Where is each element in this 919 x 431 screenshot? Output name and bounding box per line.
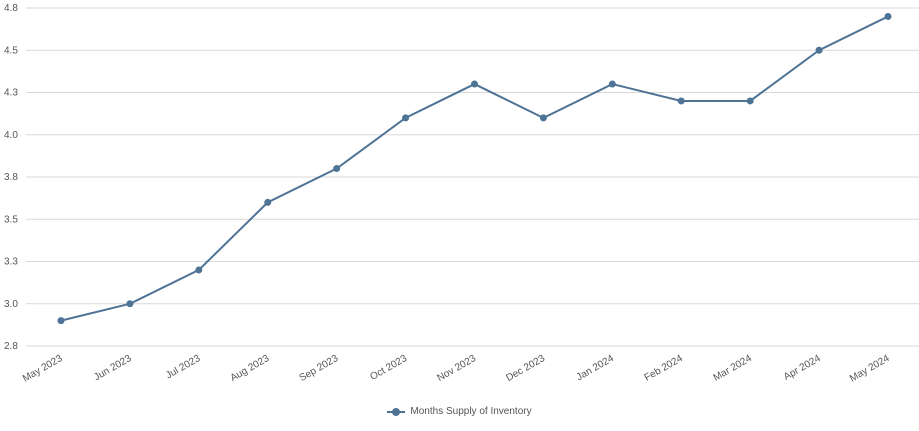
data-point[interactable] [746,97,754,105]
x-tick-label: Jan 2024 [575,353,617,383]
data-point[interactable] [195,266,203,274]
x-tick-label: Sep 2023 [298,353,341,384]
y-tick-label: 2.8 [4,341,18,352]
data-point[interactable] [677,97,685,105]
data-point[interactable] [815,46,823,54]
data-point[interactable] [471,80,478,88]
x-tick-label: Mar 2024 [712,353,754,384]
y-tick-label: 4.3 [4,88,18,99]
data-point[interactable] [126,300,134,308]
y-tick-label: 3.0 [4,299,18,310]
y-tick-label: 3.3 [4,257,18,268]
gridlines [26,7,919,347]
y-axis-tick-labels: 2.8 3.0 3.3 3.5 3.8 4.0 4.3 4.5 4.8 [4,3,18,352]
y-tick-label: 3.8 [4,172,18,183]
legend-marker-icon [387,407,406,417]
data-point[interactable] [402,114,410,122]
data-point[interactable] [57,317,65,325]
x-tick-label: Aug 2023 [229,353,272,384]
y-tick-label: 4.5 [4,45,18,56]
y-tick-label: 4.0 [4,130,18,141]
x-tick-label: Feb 2024 [643,353,685,384]
y-tick-label: 3.5 [4,214,18,225]
series-layer [57,12,892,325]
x-tick-label: Dec 2023 [504,353,547,384]
series-line [60,15,889,322]
x-tick-label: May 2023 [21,353,65,385]
data-point[interactable] [539,114,547,122]
data-point[interactable] [608,80,616,88]
x-tick-label: May 2024 [848,353,892,385]
data-point[interactable] [333,165,341,173]
x-tick-label: Oct 2023 [368,353,409,383]
data-point[interactable] [884,12,892,20]
x-tick-label: Jun 2023 [92,353,134,383]
x-axis-tick-labels: May 2023 Jun 2023 Jul 2023 Aug 2023 Sep 2023… [21,353,892,385]
legend[interactable]: Months Supply of Inventory [0,406,919,417]
legend-label: Months Supply of Inventory [410,406,532,417]
x-tick-label: Jul 2023 [164,353,203,382]
x-tick-label: Apr 2024 [782,353,823,383]
y-tick-label: 4.8 [4,3,18,14]
x-tick-label: Nov 2023 [435,353,478,384]
data-point[interactable] [264,198,272,206]
